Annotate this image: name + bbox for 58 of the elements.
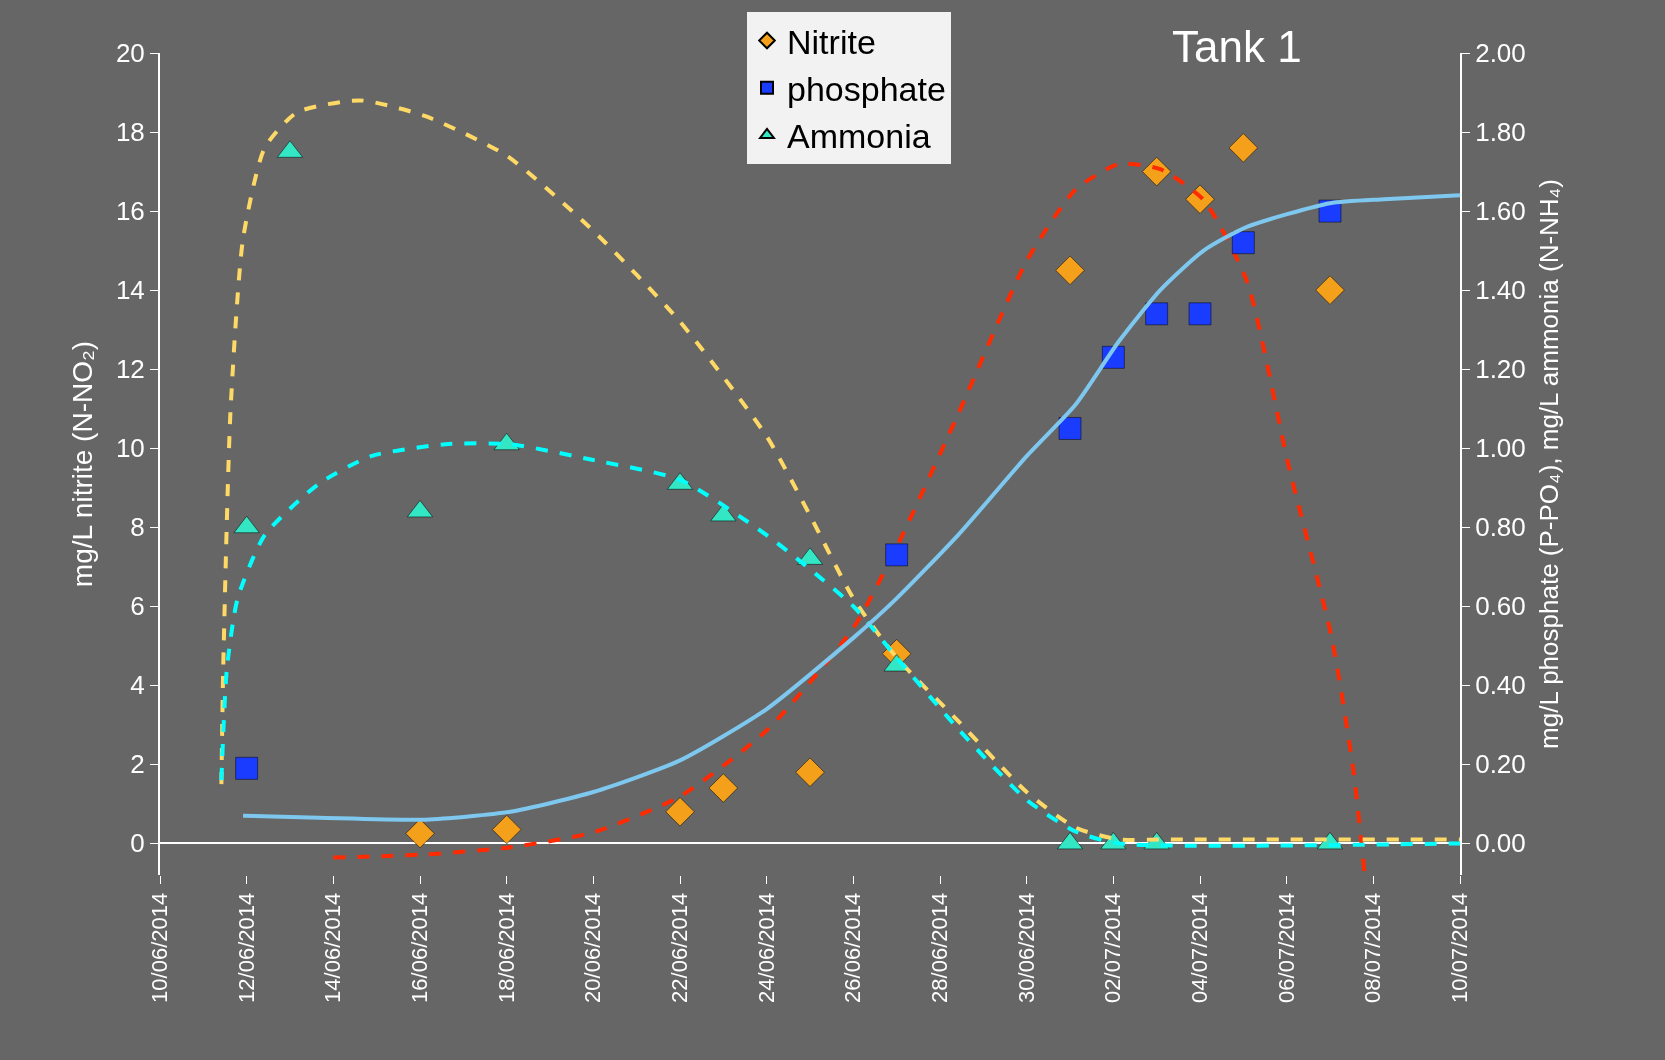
line-series (241, 193, 1460, 822)
x-tick-label: 06/07/2014 (1273, 892, 1299, 1003)
x-tick-label: 12/06/2014 (233, 892, 259, 1003)
y2-tick-label: 1.60 (1475, 196, 1526, 227)
y-tick-label: 0 (130, 828, 145, 859)
point (665, 797, 695, 827)
legend-label: Ammonia (787, 117, 931, 156)
x-tick-label: 22/06/2014 (667, 892, 693, 1003)
y2-tick-label: 0.80 (1475, 512, 1526, 543)
y-tick-label: 4 (130, 670, 145, 701)
point (708, 773, 738, 803)
y2-tick-label: 1.20 (1475, 354, 1526, 385)
point (1055, 255, 1085, 285)
y2-tick-label: 2.00 (1475, 38, 1526, 69)
y2-tick-label: 0.00 (1475, 828, 1526, 859)
x-tick-label: 30/06/2014 (1013, 892, 1039, 1003)
x-tick-label: 08/07/2014 (1360, 892, 1386, 1003)
x-tick-label: 24/06/2014 (753, 892, 779, 1003)
point (1058, 417, 1082, 440)
point (492, 815, 522, 845)
y-tick-label: 6 (130, 591, 145, 622)
x-tick-label: 04/07/2014 (1187, 892, 1213, 1003)
y-tick-label: 8 (130, 512, 145, 543)
legend-label: phosphate (787, 69, 946, 108)
y2-tick-label: 1.00 (1475, 433, 1526, 464)
y2-tick-label: 0.20 (1475, 749, 1526, 780)
point (1228, 133, 1258, 163)
point (1188, 302, 1212, 326)
y-tick-label: 16 (115, 196, 145, 227)
y-tick-label: 12 (115, 354, 145, 385)
x-tick-label: 02/07/2014 (1100, 892, 1126, 1003)
point (1232, 231, 1255, 254)
y2-tick-label: 1.80 (1475, 117, 1526, 148)
x-tick-label: 10/07/2014 (1447, 892, 1473, 1003)
y-tick-label: 10 (115, 433, 145, 464)
y-tick-label: 20 (115, 38, 145, 69)
point (885, 543, 908, 567)
annotation: Tank 1 (1172, 22, 1302, 71)
x-tick-label: 16/06/2014 (407, 892, 433, 1003)
x-tick-label: 20/06/2014 (580, 892, 606, 1003)
line-series (331, 162, 1367, 874)
y-tick-label: 18 (115, 117, 145, 148)
legend-label: Nitrite (787, 22, 876, 61)
x-tick-label: 28/06/2014 (927, 892, 953, 1003)
y2-axis-title: mg/L phosphate (P-PO₄), mg/L ammonia (N-NH₄) (1534, 179, 1565, 749)
point (1315, 275, 1345, 305)
y2-tick-label: 0.60 (1475, 591, 1526, 622)
x-tick-label: 26/06/2014 (840, 892, 866, 1003)
point (1145, 302, 1168, 326)
y-axis-title: mg/L nitrite (N-NO₂) (67, 340, 99, 588)
point (795, 757, 825, 787)
x-tick-label: 18/06/2014 (493, 892, 519, 1003)
x-tick-label: 10/06/2014 (147, 892, 173, 1003)
y2-tick-label: 0.40 (1475, 670, 1526, 701)
y-tick-label: 2 (130, 749, 145, 780)
y2-tick-label: 1.40 (1475, 275, 1526, 306)
x-tick-label: 14/06/2014 (320, 892, 346, 1003)
y-tick-label: 14 (115, 275, 145, 306)
